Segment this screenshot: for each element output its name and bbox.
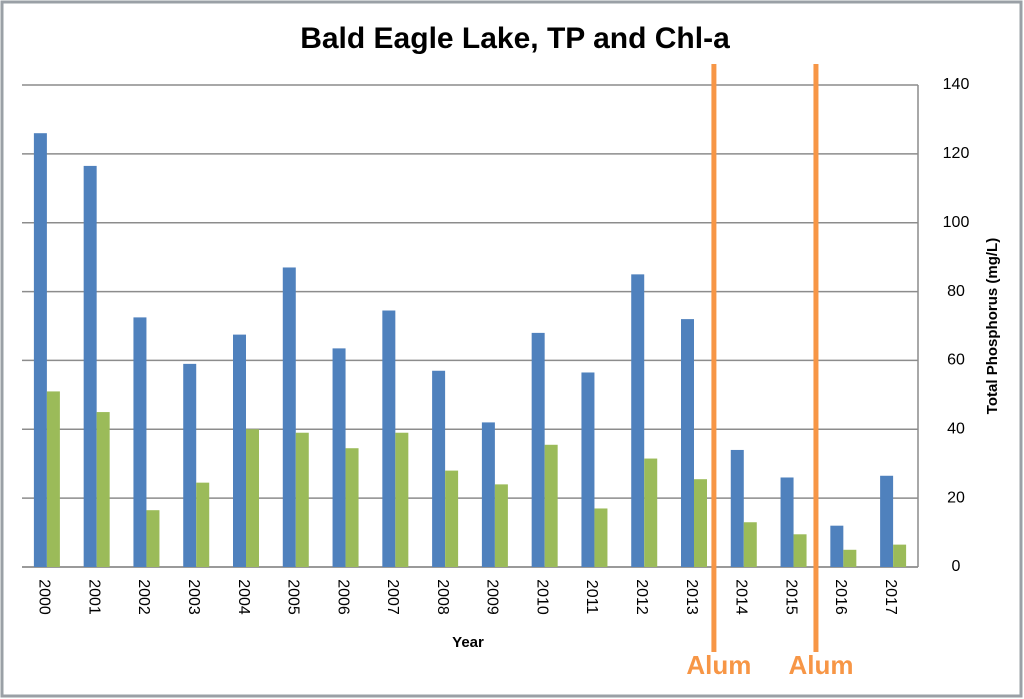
x-tick-label: 2016 [832, 579, 849, 615]
bar [531, 332, 545, 567]
bar [46, 391, 60, 567]
x-tick-label: 2006 [334, 579, 351, 615]
y-tick-label: 20 [947, 489, 965, 506]
bar [445, 470, 459, 567]
y-tick-label: 120 [943, 145, 970, 162]
bar [780, 477, 794, 567]
bar [133, 317, 147, 567]
bar [694, 479, 707, 567]
x-tick-label: 2014 [733, 579, 750, 615]
x-tick-label: 2009 [484, 579, 501, 615]
bar [345, 448, 359, 567]
bar [681, 319, 694, 567]
bar [793, 534, 807, 567]
bar [96, 412, 110, 567]
y-axis-label: Total Phosphorus (mg/L) [984, 238, 1001, 414]
bar [295, 432, 309, 567]
x-tick-label: 2002 [135, 579, 152, 615]
y-tick-label: 80 [947, 283, 965, 300]
bar [730, 449, 744, 567]
bar [382, 310, 396, 567]
annotation-label: Alum [788, 650, 853, 680]
x-tick-label: 2012 [633, 579, 650, 615]
x-tick-label: 2010 [533, 579, 550, 615]
x-tick-label: 2008 [434, 579, 451, 615]
x-tick-label: 2005 [285, 579, 302, 615]
bar [33, 133, 47, 567]
bar [830, 525, 844, 567]
bar [282, 267, 296, 567]
x-tick-label: 2003 [185, 579, 202, 615]
y-tick-label: 140 [943, 76, 970, 93]
bar [494, 484, 508, 567]
bar [146, 510, 160, 567]
x-tick-label: 2015 [782, 579, 799, 615]
x-tick-label: 2001 [85, 579, 102, 615]
chart-title: Bald Eagle Lake, TP and Chl-a [300, 22, 730, 55]
x-tick-label: 2011 [583, 580, 600, 615]
bar [880, 475, 894, 567]
bar [481, 422, 495, 567]
x-tick-label: 2000 [36, 579, 53, 615]
bar [743, 522, 757, 567]
bar [183, 363, 197, 567]
bar [432, 370, 446, 567]
x-axis-label: Year [452, 634, 484, 651]
bar [644, 458, 658, 567]
bar [544, 444, 558, 567]
bar [843, 549, 857, 567]
bar [332, 348, 346, 567]
bar [395, 432, 409, 567]
y-tick-label: 60 [947, 352, 965, 369]
bar [246, 429, 259, 567]
x-tick-label: 2013 [683, 579, 700, 615]
y-tick-label: 0 [952, 558, 961, 575]
bar [581, 372, 595, 567]
y-tick-label: 40 [947, 421, 965, 438]
bar [893, 544, 907, 567]
x-tick-label: 2007 [384, 579, 401, 615]
bar [594, 508, 608, 567]
bar [233, 334, 246, 567]
bar [83, 165, 97, 567]
annotation-label: Alum [686, 650, 751, 680]
x-tick-label: 2004 [235, 579, 252, 615]
y-tick-label: 100 [943, 214, 970, 231]
bar [631, 274, 645, 567]
bar [196, 482, 210, 567]
x-tick-label: 2017 [882, 579, 899, 615]
